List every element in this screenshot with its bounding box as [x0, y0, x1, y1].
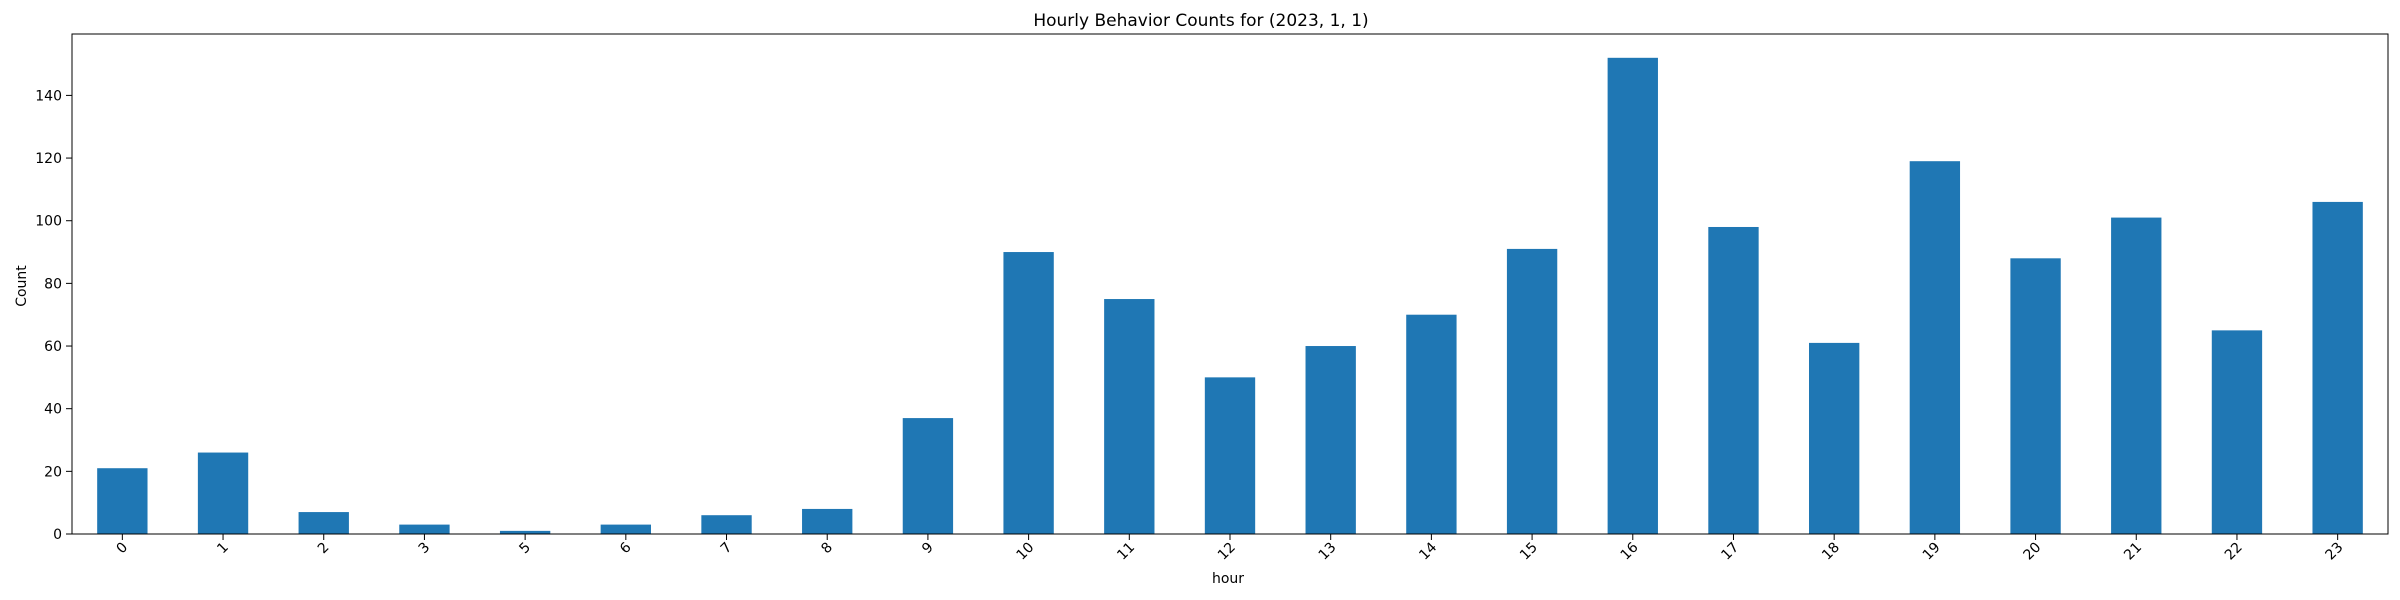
x-tick-label: 1	[214, 540, 232, 558]
x-tick-label: 16	[1618, 539, 1642, 563]
y-tick-label: 80	[44, 276, 62, 292]
x-tick-label: 6	[617, 539, 635, 557]
x-tick-label: 22	[2222, 540, 2246, 564]
bar-hour-2	[298, 512, 349, 534]
x-tick-label: 15	[1517, 540, 1541, 564]
y-tick-label: 100	[35, 214, 62, 230]
x-tick-label: 14	[1416, 539, 1440, 563]
bar-hour-22	[2211, 330, 2263, 534]
y-tick-label: 20	[44, 464, 62, 480]
bar-hour-20	[2010, 258, 2061, 534]
x-tick-label: 17	[1718, 540, 1742, 564]
x-tick-label: 23	[2323, 540, 2347, 564]
y-axis: 0 20 40 60 80 100 120 140	[35, 88, 72, 543]
bar-hour-6	[600, 524, 651, 534]
x-tick-label: 12	[1215, 540, 1239, 564]
plot-frame	[71, 33, 2389, 535]
bar-hour-7	[701, 515, 752, 534]
x-tick-label: 9	[919, 540, 937, 558]
x-tick-label: 7	[718, 540, 736, 558]
y-tick-label: 60	[44, 339, 62, 355]
bar-hour-3	[399, 524, 450, 534]
x-tick-label: 18	[1819, 540, 1843, 564]
x-tick-label: 10	[1014, 540, 1038, 564]
y-tick-label: 0	[53, 527, 62, 543]
x-tick-label: 0	[114, 540, 132, 558]
y-axis-label: Count	[14, 265, 30, 307]
y-tick-label: 40	[44, 402, 62, 418]
bar-hour-12	[1204, 377, 1256, 534]
x-tick-label: 20	[2020, 540, 2044, 564]
bar-hour-10	[1003, 252, 1054, 535]
x-axis-label: hour	[1212, 571, 1244, 587]
x-tick-label: 2	[315, 540, 333, 558]
bar-hour-17	[1708, 226, 1759, 534]
bar-hour-1	[197, 452, 249, 534]
x-tick-label: 13	[1316, 540, 1340, 564]
bar-hour-21	[2111, 217, 2162, 534]
bars	[97, 57, 2363, 535]
bar-hour-9	[902, 418, 954, 534]
x-tick-label: 11	[1114, 540, 1138, 564]
bar-hour-11	[1104, 299, 1155, 534]
bar-hour-23	[2312, 201, 2363, 534]
bar-hour-8	[802, 508, 853, 534]
x-tick-label: 5	[516, 540, 534, 558]
bar-hour-16	[1607, 57, 1658, 535]
chart-title: Hourly Behavior Counts for (2023, 1, 1)	[1033, 11, 1368, 31]
x-tick-label: 21	[2121, 540, 2145, 564]
bar-hour-18	[1809, 342, 1860, 534]
x-tick-label: 8	[818, 540, 836, 558]
y-tick-label: 140	[35, 88, 62, 104]
bar-hour-19	[1909, 161, 1961, 534]
x-tick-label: 3	[416, 540, 434, 558]
bar-hour-13	[1305, 346, 1356, 534]
bar-hour-15	[1506, 248, 1558, 534]
y-tick-label: 120	[35, 151, 62, 167]
x-axis: 0 1 2 3 5 6 7 8 9 10 11 12 13 14 15 16 17 18 19 20 21 22 23	[114, 534, 2347, 564]
bar-hour-0	[97, 468, 148, 534]
bar-hour-14	[1406, 314, 1457, 534]
x-tick-label: 19	[1920, 540, 1944, 564]
bar-hour-5	[499, 530, 551, 534]
